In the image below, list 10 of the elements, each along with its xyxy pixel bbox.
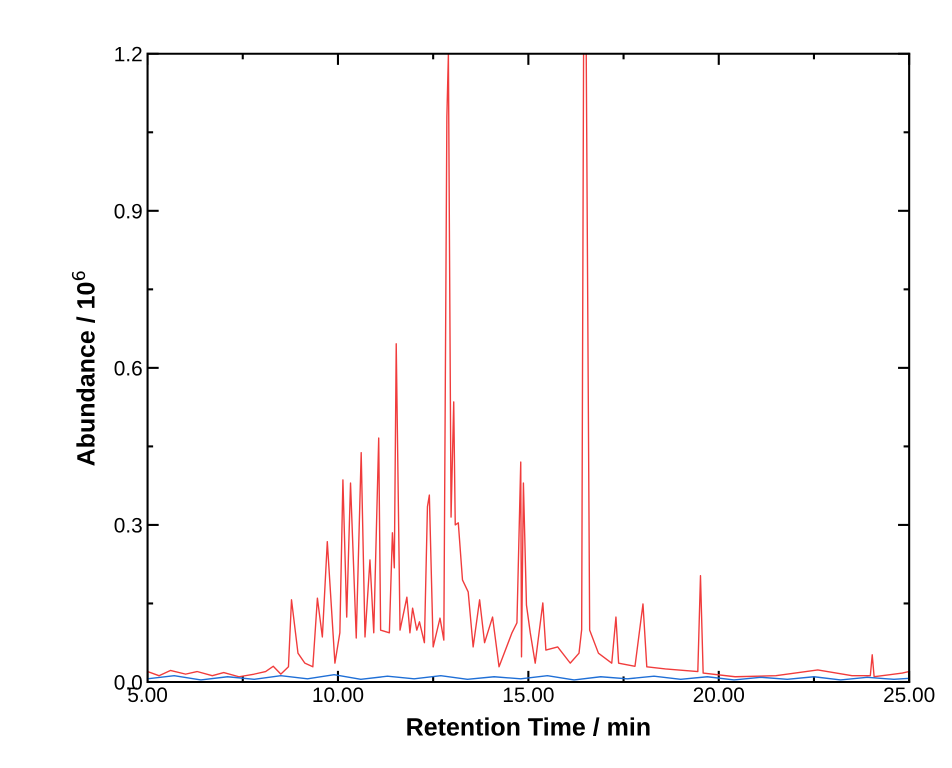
y-tick-label: 0.6	[114, 360, 142, 376]
x-axis-title: Retention Time / min	[407, 717, 650, 736]
x-tick-label: 25.00	[884, 687, 934, 702]
y-axis-title: Abundance / 10$^{6}$	[72, 271, 95, 466]
x-tick-label: 15.00	[504, 687, 554, 702]
y-tick-label: 0.3	[114, 518, 142, 533]
y-tick-label: 0.9	[114, 204, 142, 219]
x-tick-label: 10.00	[313, 687, 364, 702]
y-tick-label: 1.2	[115, 46, 142, 62]
x-tick-label: 20.00	[694, 687, 744, 702]
